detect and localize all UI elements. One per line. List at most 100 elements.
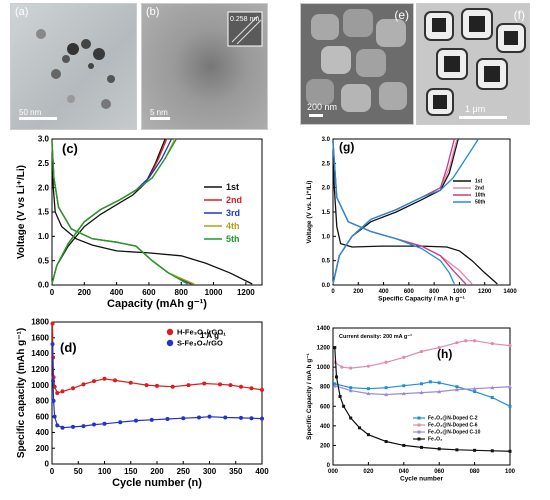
chart-annotation: 1 A g⁻¹: [200, 331, 226, 340]
y-tick-label: 1000: [31, 381, 49, 390]
data-point: [239, 415, 243, 420]
series-4th-discharge-line: [51, 141, 195, 285]
x-tick-label: 300: [203, 467, 217, 476]
data-point: [260, 387, 264, 392]
tem-particles: [19, 29, 115, 120]
tem-image-f: (f) 1 μm: [416, 3, 530, 125]
data-point: [437, 345, 441, 350]
y-tick-label: 0.0: [322, 283, 331, 289]
data-point: [102, 376, 107, 381]
y-tick-label: 1400: [31, 349, 49, 358]
data-point: [134, 418, 138, 423]
data-point: [508, 449, 512, 453]
x-axis-label: Capacity (mAh g⁻¹): [107, 298, 207, 310]
data-point: [165, 417, 170, 422]
data-point: [384, 360, 388, 364]
x-tick-label: 1400: [503, 289, 517, 295]
data-point: [155, 383, 159, 388]
legend-label: 3rd: [226, 208, 240, 218]
data-point: [437, 389, 442, 394]
data-point: [92, 422, 96, 427]
data-point: [144, 383, 149, 388]
series-1st-charge-line: [51, 138, 166, 285]
y-axis-label: Specific Capacity / mA h g⁻¹: [306, 353, 313, 440]
data-point: [349, 416, 353, 420]
x-tick-label: 0: [50, 288, 55, 297]
data-point: [51, 398, 56, 403]
data-point: [228, 383, 233, 388]
data-point: [455, 448, 459, 452]
hrtem-image-b: (b) 0.258 nm 5 nm: [141, 3, 268, 130]
legend-label: Fe₃O₄@N-Doped C-2: [428, 416, 478, 422]
data-point: [71, 386, 75, 391]
y-tick-label: 0.5: [38, 256, 50, 265]
x-tick-label: 1000: [453, 289, 467, 295]
data-point: [349, 386, 353, 390]
panel-label-g: (g): [339, 140, 354, 154]
x-tick-label: 800: [175, 288, 189, 297]
legend-marker: [417, 430, 421, 434]
data-point: [260, 416, 264, 421]
series-Fe₃O₄@N-Doped C-6-line: [334, 340, 511, 369]
data-point: [342, 404, 346, 408]
y-tick-label: 0: [327, 463, 331, 469]
panel-label-d: (d): [60, 340, 77, 355]
legend-label: S-Fe₃O₄/rGO: [177, 339, 223, 348]
series-10th-discharge-line: [332, 141, 467, 285]
data-point: [366, 433, 370, 437]
data-point: [490, 385, 495, 390]
data-point: [50, 321, 55, 326]
data-point: [508, 404, 512, 408]
data-point: [420, 445, 423, 449]
x-tick-label: 400: [379, 289, 390, 295]
y-tick-label: 3.0: [322, 137, 331, 143]
scale-bar-label-b: 5 nm: [150, 108, 168, 117]
data-point: [170, 384, 175, 389]
x-tick-label: 0: [331, 289, 335, 295]
y-tick-label: 400: [320, 424, 331, 430]
data-point: [366, 387, 370, 391]
data-point: [60, 425, 65, 430]
series-50th-discharge-line: [332, 141, 455, 285]
data-point: [348, 388, 353, 393]
data-point: [455, 385, 459, 389]
y-tick-label: 2.5: [38, 159, 50, 168]
data-point: [249, 416, 254, 421]
x-tick-label: 400: [255, 467, 269, 476]
series-H-Fe₃O₄/rGO-line: [51, 323, 263, 394]
data-point: [128, 380, 133, 385]
data-point: [455, 341, 459, 345]
data-point: [366, 391, 371, 396]
x-tick-label: 1000: [205, 288, 223, 297]
x-tick-label: 080: [470, 469, 481, 475]
legend-label: 10th: [475, 193, 485, 199]
x-tick-label: 200: [150, 467, 164, 476]
y-tick-label: 1200: [317, 346, 331, 352]
panel-label-h: (h): [437, 347, 452, 361]
y-axis-label: Specific capacity (mAh g⁻¹): [16, 328, 27, 458]
data-point: [197, 415, 201, 420]
series-10th-charge-line: [332, 138, 456, 285]
y-tick-label: 1400: [317, 326, 331, 332]
panel-label-b: (b): [146, 6, 160, 18]
data-point: [490, 449, 494, 453]
legend-label: 2nd: [475, 186, 484, 192]
y-tick-label: 800: [320, 385, 331, 391]
panel-label-f: (f): [513, 8, 525, 22]
data-point: [490, 395, 494, 399]
data-point: [340, 365, 344, 369]
data-point: [223, 415, 228, 420]
legend-label: Fe₃O₄@N-Doped C-10: [428, 430, 481, 436]
data-point: [384, 386, 388, 390]
y-tick-label: 0: [45, 460, 50, 469]
y-tick-label: 1.0: [322, 234, 331, 240]
y-tick-label: 1.5: [38, 208, 50, 217]
data-point: [52, 414, 57, 419]
data-point: [419, 390, 424, 395]
x-axis-label: Cycle number: [400, 476, 443, 483]
legend-marker: [417, 437, 421, 441]
data-point: [464, 339, 468, 343]
data-point: [81, 424, 86, 429]
x-axis-label: Specific Capacity / mA h g⁻¹: [378, 296, 465, 303]
data-point: [402, 443, 406, 447]
